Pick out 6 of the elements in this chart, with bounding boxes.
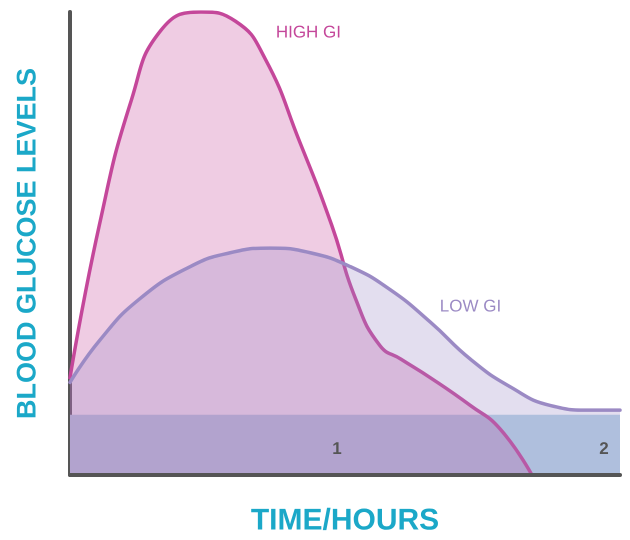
series-label: HIGH GI — [276, 22, 341, 42]
x-axis-title: TIME/HOURS — [250, 504, 440, 536]
series-label: LOW GI — [440, 296, 502, 316]
y-axis-title: BLOOD GLUCOSE LEVELS — [12, 68, 42, 420]
x-tick-label: 2 — [599, 439, 609, 458]
x-tick-label: 1 — [332, 439, 342, 458]
